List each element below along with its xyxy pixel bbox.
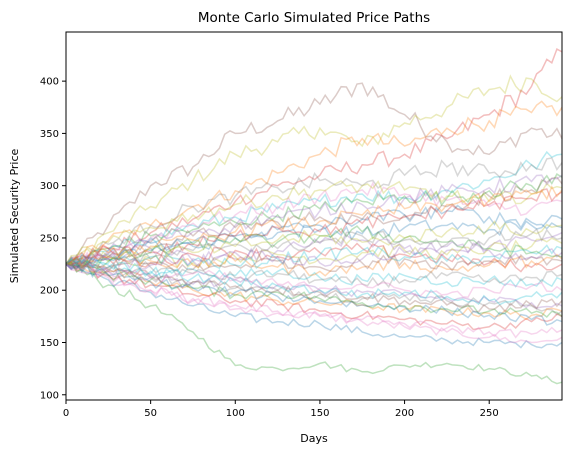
price-path-17 [65,181,563,265]
x-axis-ticks: 0 50 100 150 200 250 [63,400,499,419]
price-path-15 [65,214,563,268]
price-path-12 [65,261,563,331]
x-tick-label: 200 [395,408,414,419]
y-tick-label: 350 [40,129,59,140]
y-tick-label: 300 [40,181,59,192]
price-path-26 [65,180,563,265]
x-tick-label: 50 [144,408,157,419]
price-path-13 [65,173,563,265]
y-tick-label: 100 [40,390,59,401]
y-axis-ticks: 100 150 200 250 300 350 400 [40,77,66,401]
price-path-37 [65,263,563,298]
price-path-32 [65,225,563,269]
price-path-9 [65,150,563,267]
x-axis-label: Days [300,432,328,445]
x-tick-label: 250 [480,408,499,419]
price-paths [65,48,563,385]
price-path-38 [65,240,563,271]
x-tick-label: 0 [63,408,69,419]
price-path-19 [65,261,563,288]
price-path-39 [65,258,563,306]
price-path-27 [65,263,563,339]
price-path-40 [65,227,563,266]
x-tick-label: 150 [310,408,329,419]
price-path-6 [65,263,563,349]
price-path-20 [65,157,563,266]
price-path-4 [65,100,563,266]
price-path-30 [65,259,563,289]
y-tick-label: 200 [40,286,59,297]
price-path-11 [65,176,563,266]
price-path-35 [65,253,563,273]
price-path-28 [65,174,563,267]
price-path-21 [65,242,563,273]
price-path-22 [65,261,563,319]
chart-title: Monte Carlo Simulated Price Paths [198,10,430,26]
plot-frame [65,31,563,401]
price-path-36 [65,220,563,269]
price-path-23 [65,204,563,270]
price-path-7 [65,263,563,344]
price-path-14 [65,262,563,321]
price-path-18 [65,262,563,309]
price-path-3 [65,48,563,265]
price-path-34 [65,185,563,267]
price-path-24 [65,253,563,277]
price-path-2 [65,74,563,265]
price-path-25 [65,259,563,313]
y-axis-label: Simulated Security Price [8,148,21,283]
price-path-5 [65,262,563,385]
price-path-16 [65,237,563,270]
price-path-29 [65,244,563,270]
y-tick-label: 400 [40,77,59,88]
y-tick-label: 150 [40,338,59,349]
price-path-8 [65,232,563,268]
y-tick-label: 250 [40,233,59,244]
price-path-10 [65,260,563,316]
price-path-33 [65,261,563,326]
price-path-1 [65,82,563,265]
x-tick-label: 100 [226,408,245,419]
price-path-31 [65,188,563,265]
